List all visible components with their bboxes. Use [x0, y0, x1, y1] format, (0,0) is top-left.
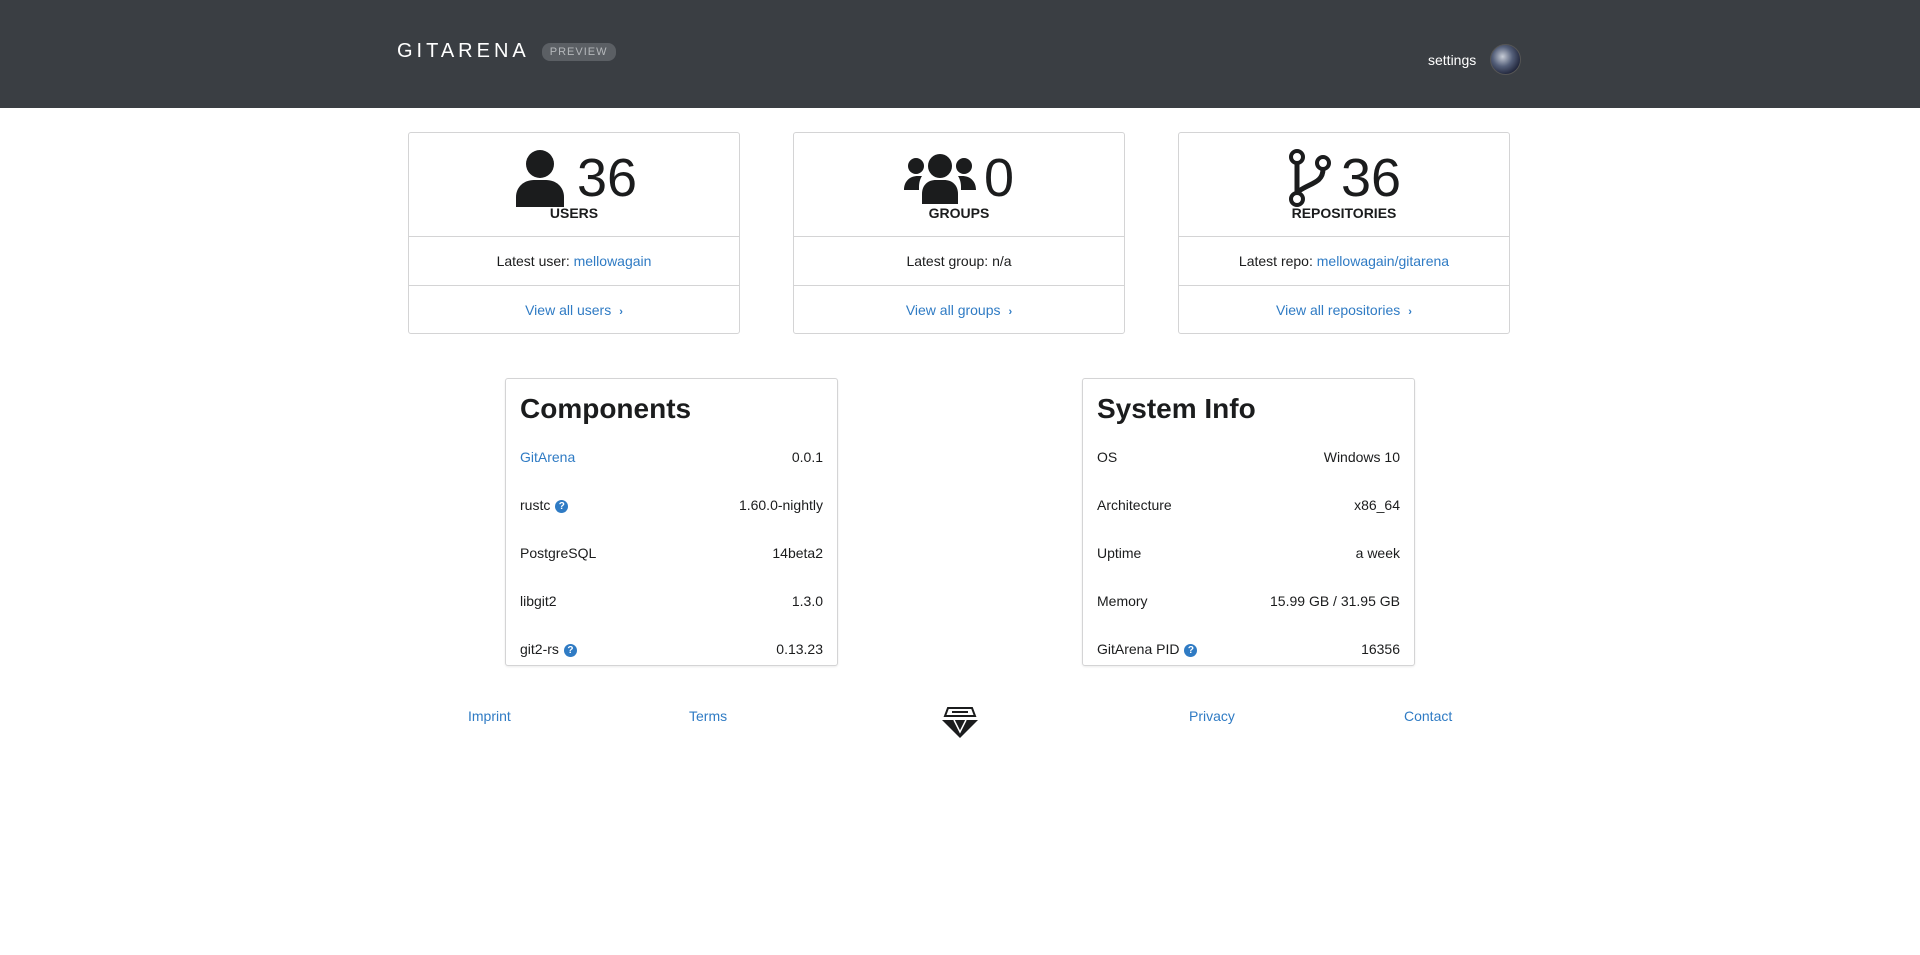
gitarena-link[interactable]: GitArena — [520, 449, 576, 465]
latest-repo-prefix: Latest repo: — [1238, 253, 1313, 269]
system-row-architecture: Architecture x86_64 — [1097, 481, 1400, 529]
view-all-users-label[interactable]: View all users — [525, 302, 612, 318]
brand-name[interactable]: GITARENA — [397, 40, 530, 62]
groups-count: 0 — [983, 148, 1015, 208]
latest-group-row: Latest group: n/a — [794, 237, 1124, 286]
component-row-postgresql: PostgreSQL 14beta2 — [520, 529, 823, 577]
view-all-repositories-link[interactable]: View all repositories › — [1276, 302, 1412, 318]
chevron-right-icon: › — [1408, 306, 1412, 318]
users-card: 36 USERS Latest user: mellowagain View a… — [408, 132, 740, 334]
view-all-groups-row: View all groups › — [794, 286, 1124, 334]
components-card: Components GitArena 0.0.1 rustc? 1.60.0-… — [505, 378, 838, 666]
components-title: Components — [520, 393, 692, 424]
repositories-count: 36 — [1340, 148, 1402, 208]
users-icon — [903, 149, 976, 207]
view-all-repositories-row: View all repositories › — [1179, 286, 1509, 334]
imprint-link[interactable]: Imprint — [468, 708, 511, 724]
terms-link[interactable]: Terms — [689, 708, 728, 724]
settings-link[interactable]: settings — [1428, 51, 1477, 68]
latest-group-prefix: Latest group: — [906, 253, 989, 269]
view-all-users-link[interactable]: View all users › — [525, 302, 623, 318]
top-navigation-bar: GITARENA PREVIEW settings — [0, 0, 1920, 108]
groups-card: 0 GROUPS Latest group: n/a View all grou… — [793, 132, 1125, 334]
system-key: GitArena PID — [1097, 641, 1180, 657]
component-version: 14beta2 — [772, 545, 823, 561]
component-name: git2-rs — [520, 641, 559, 657]
question-circle-icon[interactable]: ? — [1184, 643, 1198, 657]
component-version: 1.3.0 — [791, 593, 823, 609]
system-row-os: OS Windows 10 — [1097, 433, 1400, 481]
question-circle-icon[interactable]: ? — [555, 499, 569, 513]
system-row-memory: Memory 15.99 GB / 31.95 GB — [1097, 577, 1400, 625]
system-value: x86_64 — [1354, 497, 1400, 513]
avatar[interactable] — [1490, 44, 1522, 75]
component-name: libgit2 — [520, 593, 557, 609]
system-value: Windows 10 — [1323, 449, 1400, 465]
system-key: Memory — [1097, 593, 1148, 609]
component-row-libgit2: libgit2 1.3.0 — [520, 577, 823, 625]
view-all-repositories-label[interactable]: View all repositories — [1276, 302, 1401, 318]
system-value: 15.99 GB / 31.95 GB — [1270, 593, 1400, 609]
chevron-right-icon: › — [619, 306, 623, 318]
system-row-pid: GitArena PID? 16356 — [1097, 625, 1400, 673]
groups-card-header: 0 GROUPS — [794, 133, 1124, 237]
repositories-card: 36 REPOSITORIES Latest repo: mellowagain… — [1178, 132, 1510, 334]
system-value: a week — [1355, 545, 1400, 561]
component-row-rustc: rustc? 1.60.0-nightly — [520, 481, 823, 529]
component-version: 0.0.1 — [791, 449, 823, 465]
groups-label: GROUPS — [928, 205, 990, 221]
latest-group-value: n/a — [992, 253, 1012, 269]
system-row-uptime: Uptime a week — [1097, 529, 1400, 577]
code-branch-icon — [1287, 149, 1333, 207]
latest-repo-row: Latest repo: mellowagain/gitarena — [1179, 237, 1509, 286]
system-value: 16356 — [1361, 641, 1400, 657]
latest-user-prefix: Latest user: — [496, 253, 570, 269]
users-count: 36 — [576, 148, 638, 208]
users-card-header: 36 USERS — [409, 133, 739, 237]
component-version: 1.60.0-nightly — [738, 497, 823, 513]
component-version: 0.13.23 — [776, 641, 823, 657]
preview-badge: PREVIEW — [541, 42, 616, 61]
system-key: Uptime — [1097, 545, 1142, 561]
latest-user-row: Latest user: mellowagain — [409, 237, 739, 286]
user-icon — [511, 149, 569, 207]
privacy-link[interactable]: Privacy — [1189, 708, 1235, 724]
chevron-right-icon: › — [1008, 306, 1013, 318]
component-name: rustc — [520, 497, 551, 513]
system-info-title: System Info — [1097, 393, 1256, 424]
contact-link[interactable]: Contact — [1404, 708, 1453, 724]
system-key: Architecture — [1097, 497, 1172, 513]
users-label: USERS — [549, 205, 599, 221]
component-row-gitarena: GitArena 0.0.1 — [520, 433, 823, 481]
system-key: OS — [1097, 449, 1118, 465]
component-row-git2-rs: git2-rs? 0.13.23 — [520, 625, 823, 673]
component-name: PostgreSQL — [520, 545, 597, 561]
user-menu: settings — [1428, 44, 1522, 75]
view-all-groups-label[interactable]: View all groups — [905, 302, 1001, 318]
latest-repo-link[interactable]: mellowagain/gitarena — [1316, 253, 1450, 269]
latest-user-link[interactable]: mellowagain — [573, 253, 652, 269]
view-all-users-row: View all users › — [409, 286, 739, 334]
question-circle-icon[interactable]: ? — [563, 643, 577, 657]
system-info-card: System Info OS Windows 10 Architecture x… — [1082, 378, 1415, 666]
gitarena-logo-icon[interactable] — [940, 704, 980, 741]
view-all-groups-link[interactable]: View all groups › — [906, 302, 1012, 318]
brand[interactable]: GITARENA PREVIEW — [397, 40, 616, 63]
repositories-card-header: 36 REPOSITORIES — [1179, 133, 1509, 237]
repositories-label: REPOSITORIES — [1291, 205, 1397, 221]
